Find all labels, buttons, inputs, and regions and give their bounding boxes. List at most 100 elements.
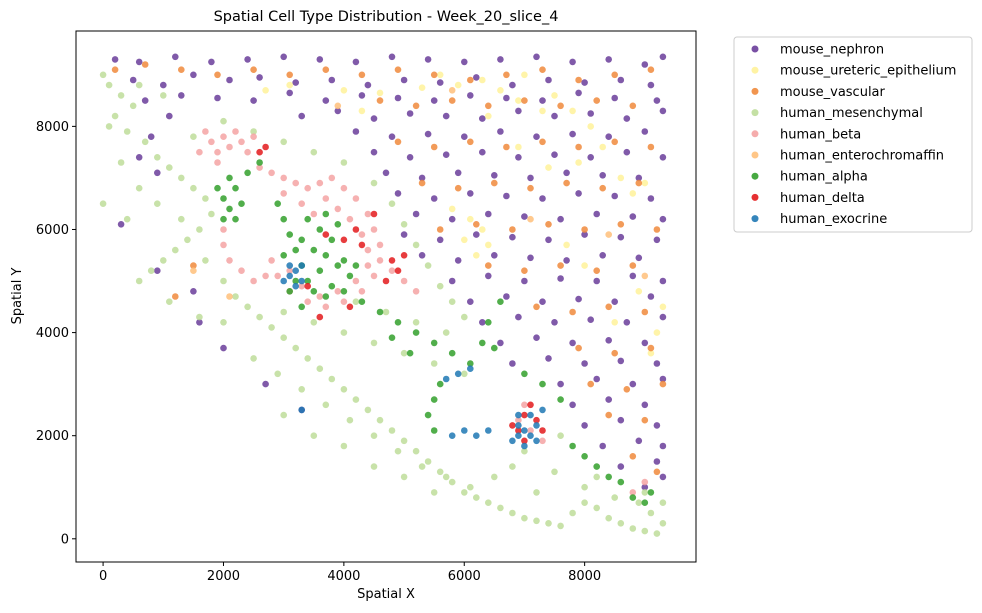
point-mouse_ureteric_epithelium [467, 215, 474, 223]
point-human_alpha [322, 210, 330, 218]
point-human_beta [316, 179, 324, 187]
point-mouse_nephron [497, 339, 504, 347]
point-human_beta [214, 159, 221, 166]
point-mouse_vascular [575, 344, 582, 352]
point-human_mesenchymal [268, 324, 275, 331]
point-mouse_vascular [629, 262, 637, 269]
legend-label-human_mesenchymal: human_mesenchymal [780, 106, 923, 121]
point-human_alpha [328, 236, 336, 244]
point-mouse_vascular [557, 262, 564, 269]
point-human_alpha [467, 360, 474, 367]
point-mouse_nephron [635, 254, 643, 262]
point-mouse_vascular [521, 97, 528, 104]
point-mouse_vascular [539, 66, 546, 73]
point-human_mesenchymal [310, 148, 318, 156]
point-mouse_nephron [569, 401, 576, 409]
point-mouse_vascular [485, 102, 492, 110]
point-human_beta [268, 257, 275, 264]
point-mouse_nephron [653, 360, 661, 367]
point-mouse_nephron [659, 107, 667, 115]
series-mouse_nephron [111, 53, 667, 491]
point-human_beta [358, 231, 366, 238]
point-human_delta [358, 241, 366, 249]
point-mouse_nephron [527, 254, 534, 262]
point-human_beta [346, 215, 354, 223]
point-human_exocrine [461, 427, 468, 434]
point-mouse_nephron [605, 56, 612, 63]
point-human_alpha [406, 349, 414, 357]
point-mouse_vascular [111, 66, 119, 73]
point-mouse_nephron [581, 422, 588, 429]
point-mouse_nephron [154, 169, 161, 177]
point-mouse_nephron [418, 174, 426, 182]
y-tick-label: 2000 [36, 429, 69, 444]
point-human_mesenchymal [280, 308, 288, 316]
point-mouse_nephron [322, 97, 330, 104]
point-human_exocrine [280, 277, 288, 285]
point-human_alpha [521, 370, 528, 378]
point-human_beta [214, 148, 221, 156]
point-mouse_vascular [454, 184, 462, 192]
point-human_delta [539, 427, 546, 434]
point-mouse_nephron [298, 112, 306, 120]
point-mouse_nephron [533, 53, 540, 61]
point-human_alpha [274, 200, 282, 207]
point-human_beta [298, 200, 306, 207]
point-human_mesenchymal [521, 447, 528, 455]
point-human_mesenchymal [418, 463, 426, 470]
point-mouse_vascular [533, 303, 540, 311]
point-mouse_nephron [575, 89, 582, 97]
point-human_beta [238, 267, 245, 275]
point-human_mesenchymal [659, 520, 667, 527]
point-human_beta [256, 164, 263, 171]
point-mouse_nephron [623, 115, 631, 122]
point-mouse_vascular [250, 66, 257, 73]
point-mouse_vascular [394, 66, 402, 73]
point-human_mesenchymal [593, 473, 600, 481]
series-human_exocrine [280, 262, 546, 450]
point-mouse_nephron [659, 215, 667, 223]
point-mouse_nephron [190, 71, 197, 79]
point-mouse_vascular [611, 349, 618, 357]
point-human_mesenchymal [412, 319, 420, 326]
y-tick-label: 8000 [36, 120, 69, 135]
point-human_alpha [485, 319, 492, 326]
point-human_alpha [581, 453, 588, 460]
point-human_mesenchymal [328, 375, 336, 383]
point-human_beta [280, 174, 288, 182]
point-mouse_nephron [563, 257, 570, 264]
point-mouse_ureteric_epithelium [641, 179, 649, 187]
point-mouse_vascular [623, 386, 631, 393]
point-human_mesenchymal [154, 154, 161, 161]
point-human_mesenchymal [340, 329, 348, 336]
point-human_mesenchymal [99, 71, 107, 79]
point-mouse_nephron [521, 277, 528, 285]
point-human_mesenchymal [461, 313, 468, 321]
point-mouse_ureteric_epithelium [340, 87, 348, 94]
point-mouse_nephron [430, 195, 438, 202]
point-mouse_ureteric_epithelium [358, 107, 366, 115]
point-human_mesenchymal [166, 164, 173, 171]
point-mouse_nephron [497, 128, 504, 135]
point-human_enterochromaffin [527, 215, 534, 223]
point-mouse_ureteric_epithelium [611, 319, 618, 326]
point-human_alpha [298, 303, 306, 311]
point-mouse_nephron [611, 192, 618, 200]
point-human_beta [400, 277, 408, 285]
point-mouse_vascular [647, 143, 655, 151]
point-human_beta [262, 272, 269, 280]
point-mouse_vascular [629, 102, 637, 110]
point-mouse_nephron [635, 174, 643, 182]
point-mouse_vascular [141, 61, 149, 68]
point-mouse_nephron [587, 110, 594, 117]
point-mouse_nephron [388, 53, 396, 61]
point-human_beta [238, 138, 245, 146]
point-mouse_nephron [617, 76, 625, 84]
point-mouse_nephron [641, 483, 649, 491]
point-human_mesenchymal [322, 401, 330, 409]
point-human_mesenchymal [160, 257, 167, 264]
point-human_mesenchymal [292, 344, 300, 352]
legend-label-human_exocrine: human_exocrine [780, 212, 887, 227]
point-mouse_nephron [467, 92, 474, 99]
point-mouse_vascular [563, 179, 570, 187]
